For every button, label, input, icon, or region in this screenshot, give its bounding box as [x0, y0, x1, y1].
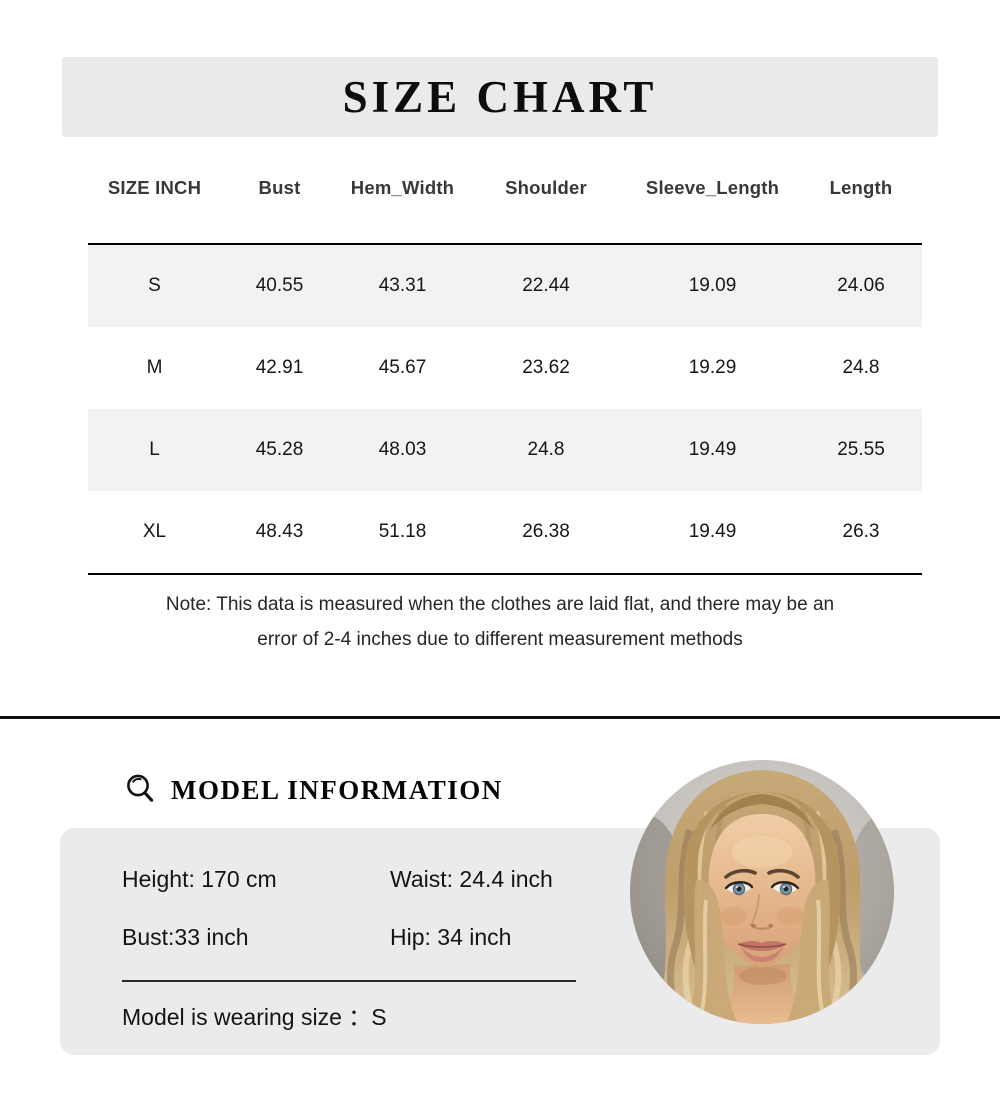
column-header-bust: Bust: [258, 177, 301, 198]
cell-length: 24.06: [837, 275, 885, 296]
cell-hem-width: 48.03: [378, 439, 427, 460]
model-information-title: MODEL INFORMATION: [171, 774, 503, 805]
cell-length: 25.55: [837, 439, 885, 460]
cell-hem-width: 43.31: [378, 275, 427, 296]
cell-size: S: [148, 275, 161, 296]
cell-size: XL: [142, 521, 167, 542]
wearing-size-label: Model is wearing size ：S: [122, 1003, 387, 1030]
cell-hem-width: 51.18: [378, 521, 427, 542]
model-portrait-photo: [630, 760, 894, 1024]
card-divider: [122, 980, 576, 982]
cell-shoulder: 24.8: [527, 439, 565, 460]
model-stats: Height: 170 cm Waist: 24.4 inch Bust:33 …: [122, 864, 642, 1032]
stats-row-1: Height: 170 cm Waist: 24.4 inch: [122, 864, 642, 894]
table-row-l: L 45.28 48.03 24.8 19.49 25.55: [88, 409, 922, 491]
table-row-s: S 40.55 43.31 22.44 19.09 24.06: [88, 245, 922, 327]
cell-length: 26.3: [842, 521, 880, 542]
measurement-note: Note: This data is measured when the clo…: [0, 587, 1000, 657]
table-row-m: M 42.91 45.67 23.62 19.29 24.8: [88, 327, 922, 409]
cell-sleeve-length: 19.29: [688, 357, 737, 378]
stat-bust: Bust:33 inch: [122, 924, 249, 950]
model-information-heading: MODEL INFORMATION: [124, 772, 503, 808]
cell-sleeve-length: 19.49: [688, 521, 737, 542]
stat-waist: Waist: 24.4 inch: [390, 866, 553, 892]
stat-height: Height: 170 cm: [122, 866, 277, 892]
cell-shoulder: 26.38: [522, 521, 570, 542]
cell-hem-width: 45.67: [378, 357, 427, 378]
size-chart-title-band: SIZE CHART: [62, 57, 938, 137]
cell-bust: 40.55: [255, 275, 304, 296]
column-header-hem-width: Hem_Width: [350, 177, 455, 198]
table-body: S 40.55 43.31 22.44 19.09 24.06 M 42.91 …: [88, 243, 922, 575]
size-table: SIZE INCH Bust Hem_Width Shoulder Sleeve…: [88, 165, 922, 575]
page-title: SIZE CHART: [342, 72, 658, 122]
column-header-shoulder: Shoulder: [505, 177, 587, 198]
cell-shoulder: 23.62: [522, 357, 570, 378]
table-header-row: SIZE INCH Bust Hem_Width Shoulder Sleeve…: [88, 165, 922, 243]
table-row-xl: XL 48.43 51.18 26.38 19.49 26.3: [88, 491, 922, 573]
cell-size: L: [149, 439, 160, 460]
note-line-1: Note: This data is measured when the clo…: [165, 594, 835, 615]
note-line-2: error of 2-4 inches due to different mea…: [257, 629, 743, 650]
section-divider: [0, 716, 1000, 719]
stat-hip: Hip: 34 inch: [390, 924, 512, 950]
cell-bust: 42.91: [255, 357, 304, 378]
cell-sleeve-length: 19.09: [688, 275, 737, 296]
stats-row-2: Bust:33 inch Hip: 34 inch: [122, 922, 642, 952]
cell-length: 24.8: [842, 357, 880, 378]
cell-size: M: [146, 357, 163, 378]
column-header-length: Length: [829, 177, 893, 198]
cell-shoulder: 22.44: [522, 275, 570, 296]
cell-sleeve-length: 19.49: [688, 439, 737, 460]
cell-bust: 48.43: [255, 521, 304, 542]
column-header-size-inch: SIZE INCH: [107, 177, 202, 198]
magnifier-icon: [127, 774, 154, 802]
cell-bust: 45.28: [255, 439, 304, 460]
column-header-sleeve-length: Sleeve_Length: [645, 177, 780, 198]
